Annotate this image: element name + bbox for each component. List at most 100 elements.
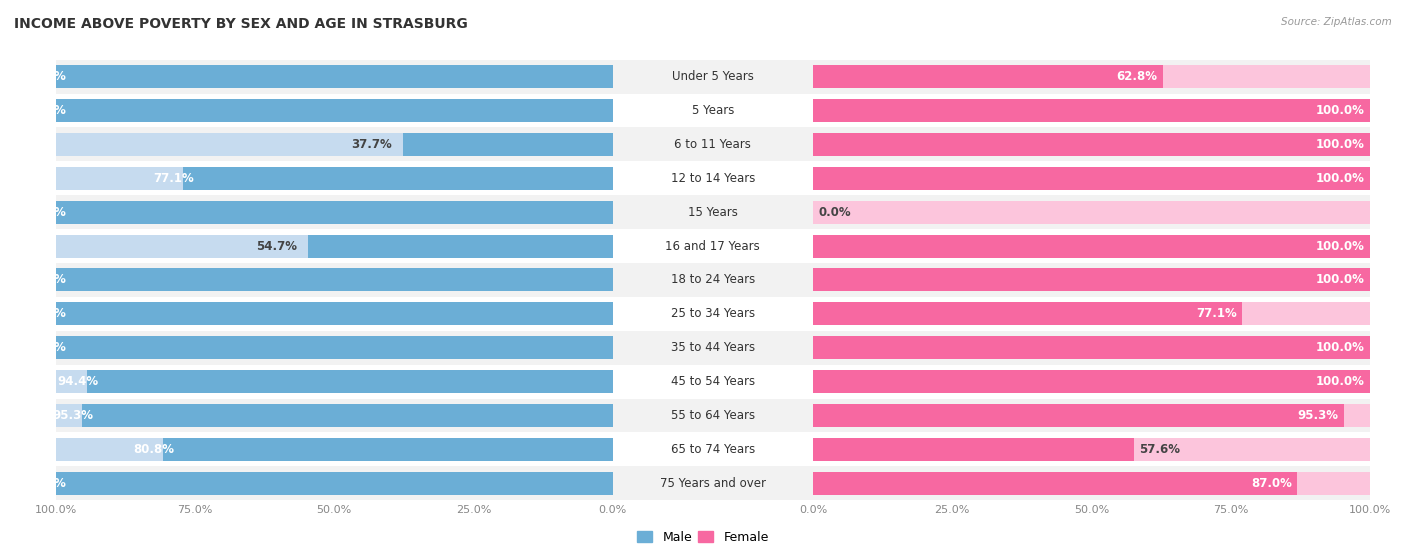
Bar [813,404,1344,427]
Bar [813,472,1298,495]
Bar [183,167,613,190]
Bar [56,438,613,461]
Bar [308,234,613,258]
Text: 100.0%: 100.0% [18,70,67,83]
Text: 100.0%: 100.0% [1316,341,1364,354]
Bar [56,331,613,365]
Bar [56,65,613,88]
Text: 100.0%: 100.0% [1316,273,1364,286]
Text: 100.0%: 100.0% [1316,375,1364,388]
Bar [813,466,1369,500]
Bar [813,167,1369,190]
Text: 57.6%: 57.6% [1139,443,1181,456]
Text: 100.0%: 100.0% [18,307,67,320]
Bar [56,398,613,432]
Text: 62.8%: 62.8% [1116,70,1157,83]
Legend: Male, Female: Male, Female [633,526,773,549]
Bar [813,398,1369,432]
Bar [813,268,1369,291]
Bar [56,99,613,122]
Bar [56,234,613,258]
Bar [813,133,1369,156]
Bar [56,268,613,291]
Bar [813,133,1369,156]
Bar [56,201,613,224]
Bar [813,331,1369,365]
Bar [82,404,613,427]
Bar [56,195,613,229]
Text: 18 to 24 Years: 18 to 24 Years [671,273,755,286]
Bar [613,398,813,432]
Bar [813,127,1369,161]
Bar [56,370,613,393]
Bar [56,229,613,263]
Bar [813,234,1369,258]
Bar [613,432,813,466]
Text: 100.0%: 100.0% [18,341,67,354]
Bar [813,94,1369,127]
Text: INCOME ABOVE POVERTY BY SEX AND AGE IN STRASBURG: INCOME ABOVE POVERTY BY SEX AND AGE IN S… [14,17,468,31]
Bar [56,302,613,325]
Bar [87,370,613,393]
Bar [813,365,1369,398]
Bar [56,161,613,195]
Bar [813,370,1369,393]
Bar [613,263,813,297]
Bar [613,60,813,94]
Bar [613,94,813,127]
Text: 15 Years: 15 Years [688,206,738,219]
Bar [56,263,613,297]
Text: 94.4%: 94.4% [56,375,98,388]
Bar [56,99,613,122]
Bar [56,466,613,500]
Bar [813,99,1369,122]
Bar [56,472,613,495]
Bar [163,438,613,461]
Bar [56,133,613,156]
Bar [813,65,1369,88]
Bar [813,161,1369,195]
Text: 25 to 34 Years: 25 to 34 Years [671,307,755,320]
Bar [613,466,813,500]
Bar [813,302,1243,325]
Bar [613,127,813,161]
Text: 0.0%: 0.0% [818,206,851,219]
Bar [813,370,1369,393]
Text: 100.0%: 100.0% [1316,138,1364,151]
Bar [56,302,613,325]
Text: 75 Years and over: 75 Years and over [659,477,766,490]
Bar [813,297,1369,331]
Bar [56,336,613,359]
Text: 100.0%: 100.0% [1316,172,1364,185]
Text: 95.3%: 95.3% [52,409,93,422]
Text: 12 to 14 Years: 12 to 14 Years [671,172,755,185]
Bar [813,263,1369,297]
Bar [56,336,613,359]
Bar [56,432,613,466]
Bar [813,229,1369,263]
Bar [813,60,1369,94]
Bar [813,432,1369,466]
Bar [813,99,1369,122]
Bar [813,234,1369,258]
Bar [813,404,1369,427]
Text: 6 to 11 Years: 6 to 11 Years [675,138,751,151]
Bar [56,404,613,427]
Bar [813,438,1369,461]
Bar [813,268,1369,291]
Text: 45 to 54 Years: 45 to 54 Years [671,375,755,388]
Text: 77.1%: 77.1% [153,172,194,185]
Bar [613,229,813,263]
Bar [613,365,813,398]
Bar [56,268,613,291]
Text: 87.0%: 87.0% [1251,477,1292,490]
Bar [813,65,1163,88]
Bar [813,302,1369,325]
Text: 65 to 74 Years: 65 to 74 Years [671,443,755,456]
Bar [813,201,1369,224]
Text: 35 to 44 Years: 35 to 44 Years [671,341,755,354]
Bar [613,331,813,365]
Text: 100.0%: 100.0% [18,273,67,286]
Bar [56,94,613,127]
Bar [56,127,613,161]
